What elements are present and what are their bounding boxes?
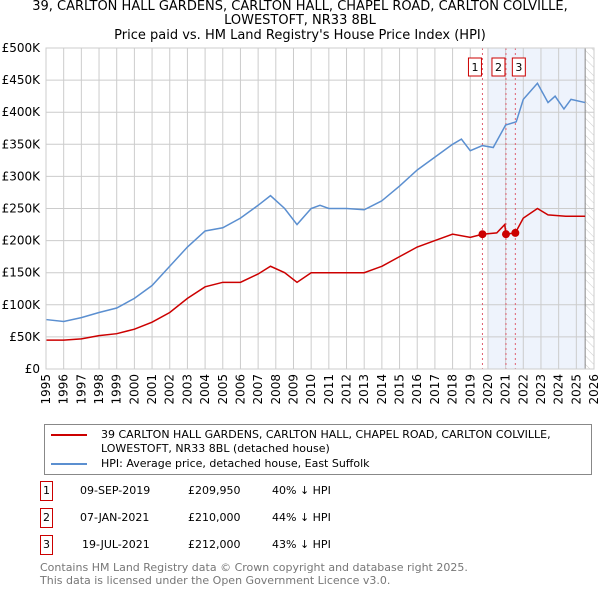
x-tick-label: 2008 (269, 374, 283, 405)
plot-frame (45, 47, 595, 370)
chart-title: 39, CARLTON HALL GARDENS, CARLTON HALL, … (32, 0, 568, 28)
x-tick-label: 2003 (180, 374, 194, 405)
sale-label-box (511, 57, 526, 77)
sale-point (511, 228, 520, 237)
y-tick-label: £350K (2, 137, 42, 151)
sale-hpi: 40% ↓ HPI (272, 484, 331, 497)
footer-copyright: Contains HM Land Registry data © Crown c… (40, 561, 468, 574)
sale-price: £212,000 (188, 538, 241, 551)
x-tick-label: 2015 (393, 374, 407, 405)
sale-label: 2 (495, 61, 502, 74)
x-tick-label: 2026 (587, 374, 600, 405)
x-tick-label: 2004 (198, 374, 212, 405)
x-tick-label: 2001 (145, 374, 159, 405)
sale-price: £210,000 (188, 511, 241, 524)
x-tick-label: 2020 (481, 374, 495, 405)
legend-label-property: 39 CARLTON HALL GARDENS, CARLTON HALL, C… (101, 428, 551, 455)
y-tick-label: £100K (2, 298, 42, 312)
sale-marker: 3 (40, 535, 53, 555)
y-tick-label: £250K (2, 202, 42, 216)
footer-licence: This data is licensed under the Open Gov… (40, 574, 391, 587)
y-tick-label: £200K (2, 234, 42, 248)
sale-point (501, 230, 510, 239)
y-tick-label: £0 (25, 362, 40, 376)
sale-marker: 2 (40, 508, 53, 528)
sale-point (478, 230, 487, 239)
y-tick-label: £300K (2, 169, 42, 183)
x-tick-label: 1998 (92, 374, 106, 405)
y-tick-label: £500K (2, 41, 42, 55)
x-tick-label: 1999 (110, 374, 124, 405)
legend-blue-line (51, 463, 87, 465)
x-tick-label: 2012 (340, 374, 354, 405)
x-tick-label: 2016 (410, 374, 424, 405)
sale-label: 3 (515, 61, 522, 74)
sale-label: 1 (471, 61, 478, 74)
chart-subtitle: Price paid vs. HM Land Registry's House … (114, 28, 486, 43)
hpi-line (45, 82, 586, 323)
x-tick-label: 2011 (322, 374, 336, 405)
x-tick-label: 2014 (375, 374, 389, 405)
y-tick-label: £150K (2, 266, 42, 280)
sale-date: 19-JUL-2021 (82, 538, 150, 551)
legend: 39 CARLTON HALL GARDENS, CARLTON HALL, C… (44, 424, 592, 475)
x-tick-label: 2019 (463, 374, 477, 405)
sale-row: 2 07-JAN-2021 £210,000 44% ↓ HPI (40, 508, 440, 528)
sale-label-box (491, 57, 506, 77)
y-tick-label: £450K (2, 73, 42, 87)
x-tick-label: 2000 (127, 374, 141, 405)
sale-row: 1 09-SEP-2019 £209,950 40% ↓ HPI (40, 481, 440, 501)
x-tick-label: 1996 (57, 374, 71, 405)
x-tick-label: 1997 (74, 374, 88, 405)
y-tick-label: £50K (9, 330, 41, 344)
x-tick-label: 2007 (251, 374, 265, 405)
x-tick-label: 2010 (304, 374, 318, 405)
sale-hpi: 43% ↓ HPI (272, 538, 331, 551)
x-tick-label: 2025 (569, 374, 583, 405)
x-tick-label: 2009 (286, 374, 300, 405)
sale-price: £209,950 (188, 484, 241, 497)
x-tick-label: 2006 (233, 374, 247, 405)
sale-marker: 1 (40, 481, 53, 501)
x-tick-label: 2021 (499, 374, 513, 405)
x-tick-label: 2002 (163, 374, 177, 405)
y-tick-label: £400K (2, 105, 42, 119)
legend-red-line (51, 434, 87, 436)
sale-hpi: 44% ↓ HPI (272, 511, 331, 524)
x-tick-label: 2017 (428, 374, 442, 405)
sale-row: 3 19-JUL-2021 £212,000 43% ↓ HPI (40, 535, 440, 555)
x-tick-label: 2013 (357, 374, 371, 405)
x-tick-label: 2024 (552, 374, 566, 405)
x-tick-label: 2023 (534, 374, 548, 405)
sale-date: 07-JAN-2021 (80, 511, 150, 524)
x-tick-label: 2018 (446, 374, 460, 405)
price-chart: 1995 1996 1997 1998 1999 2000 2001 2002 2003 2004… (2, 41, 600, 405)
legend-label-hpi: HPI: Average price, detached house, East… (101, 457, 370, 470)
x-tick-label: 1995 (39, 374, 53, 405)
sale-date: 09-SEP-2019 (80, 484, 151, 497)
sale-label-box (467, 57, 482, 77)
x-tick-label: 2022 (516, 374, 530, 405)
x-tick-label: 2005 (216, 374, 230, 405)
